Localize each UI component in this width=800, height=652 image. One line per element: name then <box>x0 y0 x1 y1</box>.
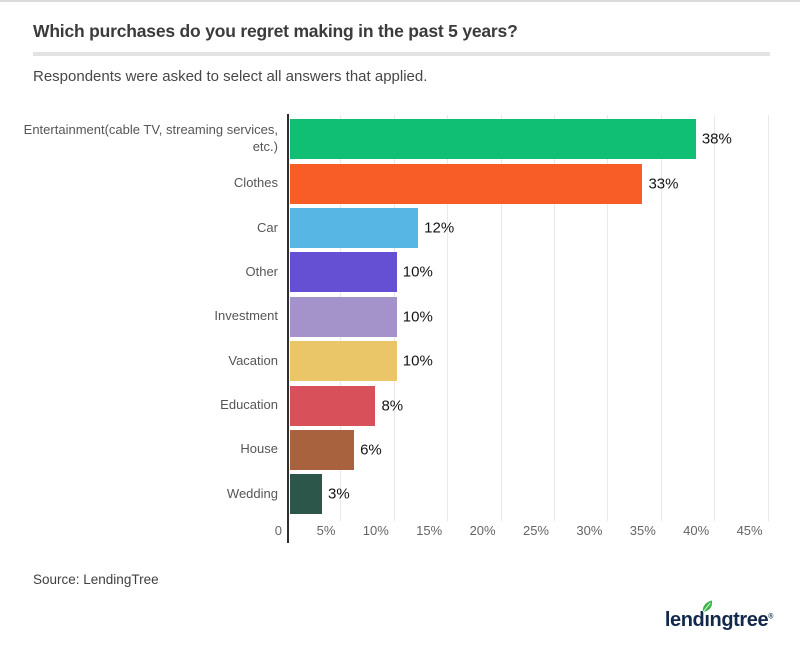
gridline <box>767 115 769 521</box>
chart-row: Entertainment(cable TV, streaming servic… <box>0 117 800 161</box>
tick-label: 15% <box>416 523 443 538</box>
value-label: 3% <box>328 485 350 503</box>
bar <box>290 119 696 160</box>
source-text: Source: LendingTree <box>33 572 159 587</box>
chart-row: Other 10% <box>0 250 800 294</box>
bar-zone: 8% <box>290 385 795 426</box>
chart-title: Which purchases do you regret making in … <box>33 21 518 41</box>
bar <box>290 207 419 248</box>
category-label: Education <box>220 397 278 413</box>
value-label: 33% <box>648 175 679 193</box>
gridline <box>554 115 555 521</box>
category-label: Wedding <box>226 485 278 501</box>
x-axis-ticks: 0 5% 10% 15% 20% 25% 30% 35% 40% 45% <box>0 523 800 541</box>
category-label: Other <box>245 263 278 279</box>
gridline <box>714 115 716 521</box>
tick-label: 45% <box>736 523 763 538</box>
value-label: 8% <box>381 397 404 415</box>
tick-label: 20% <box>469 523 496 538</box>
y-axis-line <box>287 114 289 543</box>
logo-text-post: ngtree <box>709 609 769 631</box>
logo-text-pre: lend <box>664 609 705 631</box>
value-label: 10% <box>402 308 433 326</box>
category-label: Clothes <box>233 175 278 191</box>
chart-rows: Entertainment(cable TV, streaming servic… <box>0 117 800 517</box>
chart-row: House 6% <box>0 428 800 472</box>
tick-label: 0 <box>274 523 282 538</box>
value-label: 10% <box>402 352 433 370</box>
bar <box>290 341 397 382</box>
value-label: 38% <box>701 130 732 148</box>
bar <box>290 296 397 337</box>
leaf-icon <box>703 600 713 613</box>
tick-label: 25% <box>522 523 549 538</box>
logo-letter-i: ı <box>703 600 713 632</box>
bar-zone: 6% <box>290 429 795 470</box>
bar <box>290 474 323 515</box>
bar-zone: 38% <box>290 119 795 160</box>
gridline <box>500 115 502 521</box>
chart-row: Clothes 33% <box>0 161 800 205</box>
lendingtree-logo: lendı ngtree® <box>664 600 773 632</box>
value-label: 6% <box>360 441 382 459</box>
gridline <box>447 115 449 521</box>
tick-label: 30% <box>576 523 603 538</box>
bar <box>290 252 397 293</box>
tick-label: 35% <box>629 523 656 538</box>
category-label: Car <box>257 219 278 235</box>
chart-row: Investment 10% <box>0 295 800 339</box>
gridline <box>607 115 609 521</box>
bar <box>290 429 355 470</box>
chart-row: Wedding 3% <box>0 472 800 516</box>
category-label: Vacation <box>228 352 278 368</box>
category-label: Investment <box>214 308 278 324</box>
chart-subtitle: Respondents were asked to select all ans… <box>33 68 428 85</box>
bar-zone: 33% <box>290 163 795 204</box>
bar-zone: 3% <box>290 474 795 515</box>
bar-zone: 10% <box>290 341 795 382</box>
tick-label: 5% <box>316 523 336 538</box>
chart-row: Vacation 10% <box>0 339 800 383</box>
tick-label: 40% <box>683 523 710 538</box>
bar-zone: 10% <box>290 296 795 337</box>
bar <box>290 163 643 204</box>
chart-row: Education 8% <box>0 383 800 427</box>
bar-zone: 10% <box>290 252 795 293</box>
value-label: 10% <box>402 263 433 281</box>
bar-zone: 12% <box>290 207 795 248</box>
category-label: Entertainment(cable TV, streaming servic… <box>23 122 278 155</box>
title-divider <box>33 52 770 56</box>
value-label: 12% <box>424 219 455 237</box>
tick-label: 10% <box>362 523 389 538</box>
bar <box>290 385 376 426</box>
category-label: House <box>240 441 278 457</box>
chart-row: Car 12% <box>0 206 800 250</box>
gridline <box>660 115 662 521</box>
registered-mark: ® <box>768 613 773 621</box>
